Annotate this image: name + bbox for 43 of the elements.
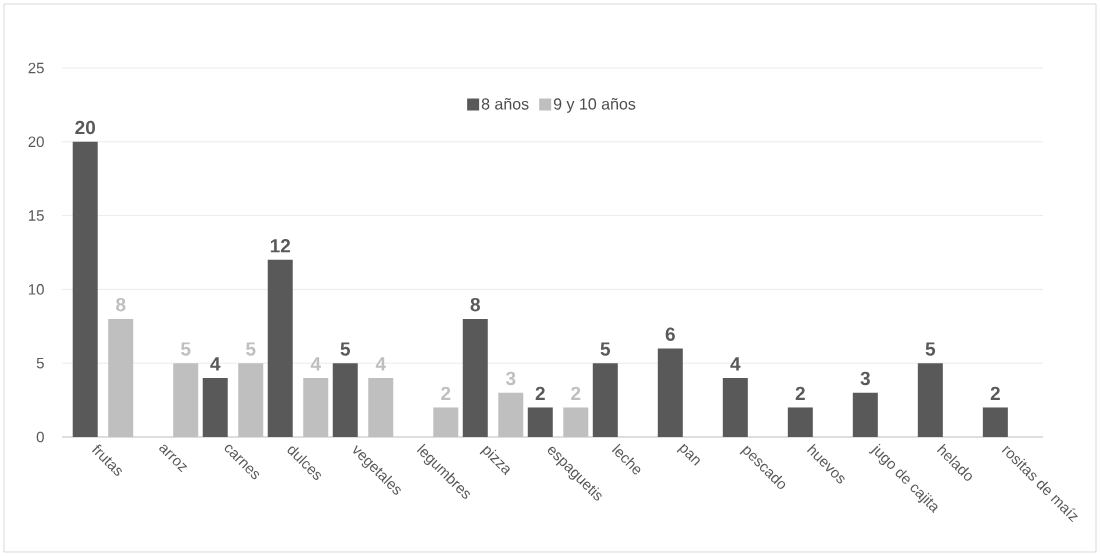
bar xyxy=(592,363,618,437)
data-label: 4 xyxy=(730,357,741,371)
bar xyxy=(527,407,553,437)
data-label: 8 xyxy=(116,297,126,312)
data-label: 2 xyxy=(535,386,545,400)
data-label: 2 xyxy=(571,386,581,400)
data-label: 12 xyxy=(270,239,291,253)
data-label: 4 xyxy=(310,357,321,371)
bar xyxy=(787,407,813,437)
x-tick-label: pan xyxy=(676,443,700,466)
data-label: 2 xyxy=(990,386,1000,400)
bar xyxy=(267,259,293,437)
bar xyxy=(202,377,228,437)
legend-label: 8 años xyxy=(481,98,529,110)
bar xyxy=(72,141,98,437)
data-label: 5 xyxy=(181,342,191,356)
y-tick-label: 0 xyxy=(36,431,44,443)
y-tick-label: 25 xyxy=(28,62,44,74)
bar xyxy=(657,348,683,437)
data-label: 5 xyxy=(925,342,936,356)
data-label: 3 xyxy=(860,371,870,386)
y-tick-label: 10 xyxy=(28,284,44,295)
data-label: 8 xyxy=(470,297,480,312)
data-label: 3 xyxy=(505,371,516,386)
y-tick-label: 20 xyxy=(28,136,44,148)
y-tick-label: 5 xyxy=(36,357,44,369)
data-label: 20 xyxy=(75,120,95,135)
bar xyxy=(332,363,358,437)
bar xyxy=(852,392,878,437)
data-label: 6 xyxy=(665,327,675,341)
legend-label: 9 y 10 años xyxy=(553,98,636,113)
y-tick-label: 15 xyxy=(28,210,44,221)
bar xyxy=(917,363,943,437)
data-label: 2 xyxy=(795,386,805,400)
bar xyxy=(722,377,748,437)
data-label: 5 xyxy=(600,342,611,356)
bar xyxy=(462,318,488,437)
data-label: 2 xyxy=(441,386,451,400)
data-label: 5 xyxy=(340,342,351,356)
data-label: 5 xyxy=(246,342,256,356)
bar xyxy=(982,407,1008,437)
data-label: 4 xyxy=(375,357,386,371)
data-label: 4 xyxy=(210,357,221,371)
